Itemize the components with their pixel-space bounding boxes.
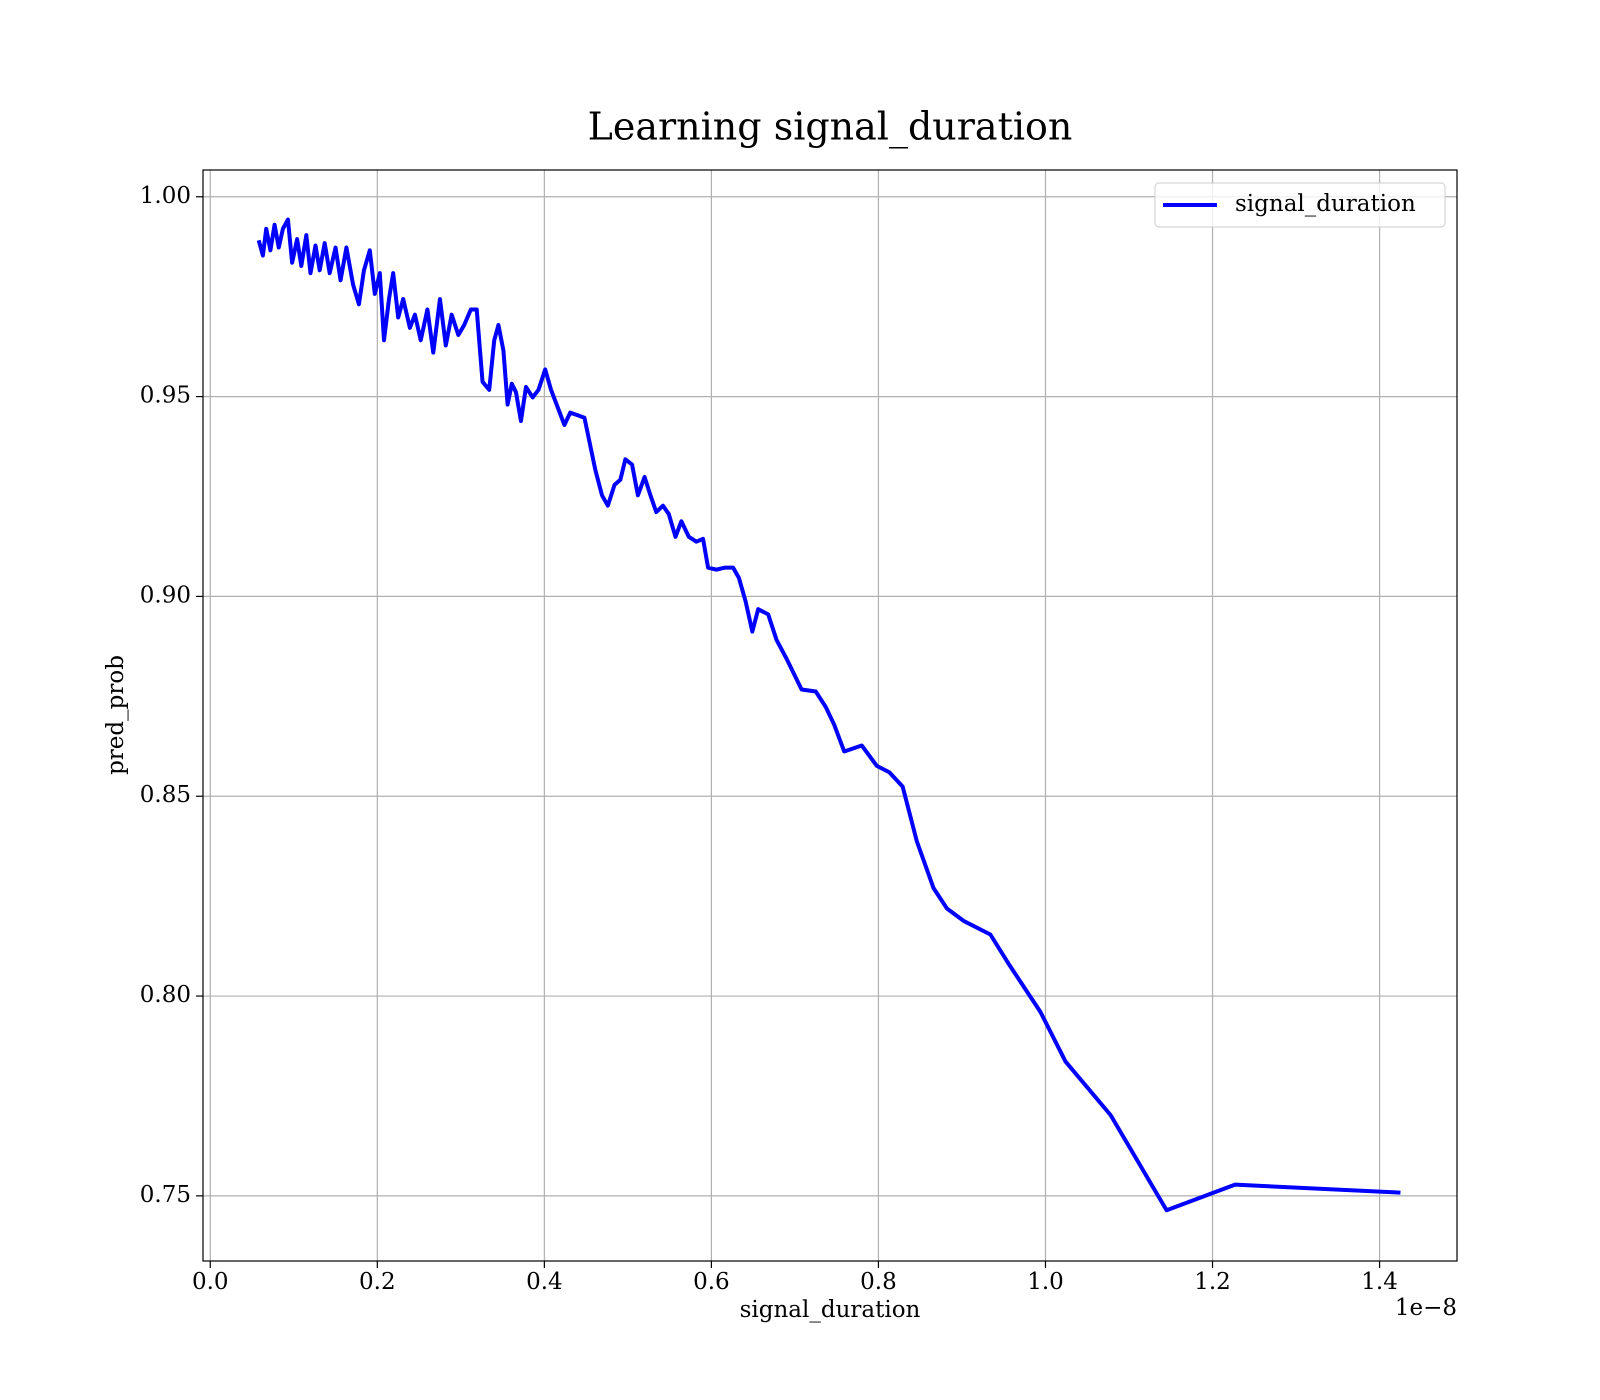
- y-axis-label: pred_prob: [103, 655, 129, 775]
- y-tick-label: 0.85: [140, 782, 191, 808]
- x-tick-label: 0.2: [359, 1269, 396, 1295]
- x-tick-label: 1.4: [1361, 1269, 1398, 1295]
- y-tick-label: 0.95: [140, 383, 191, 409]
- y-tick-label: 0.90: [140, 582, 191, 608]
- x-tick-label: 0.6: [693, 1269, 730, 1295]
- plot-frame: [202, 169, 1458, 1262]
- x-tick-label: 0.8: [860, 1269, 897, 1295]
- x-tick-label: 0.0: [192, 1269, 229, 1295]
- chart-title: Learning signal_duration: [588, 105, 1073, 150]
- x-tick-label: 0.4: [526, 1269, 563, 1295]
- line-series: [256, 217, 1401, 1213]
- x-tick-label: 1.0: [1027, 1269, 1064, 1295]
- x-axis-label: signal_duration: [740, 1297, 921, 1323]
- x-offset-label: 1e−8: [1395, 1295, 1457, 1321]
- y-tick-label: 1.00: [140, 183, 191, 209]
- x-tick-label: 1.2: [1194, 1269, 1231, 1295]
- legend-label: signal_duration: [1235, 191, 1416, 217]
- legend-box: [1154, 182, 1446, 228]
- y-tick-label: 0.80: [140, 982, 191, 1008]
- y-tick-label: 0.75: [140, 1182, 191, 1208]
